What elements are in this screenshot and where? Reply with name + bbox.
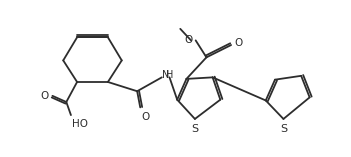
Text: S: S [191, 124, 198, 134]
Text: O: O [184, 35, 193, 45]
Text: HO: HO [72, 119, 88, 129]
Text: O: O [234, 38, 243, 49]
Text: S: S [280, 124, 287, 134]
Text: O: O [142, 112, 150, 122]
Text: O: O [40, 91, 48, 101]
Text: N: N [162, 70, 169, 80]
Text: H: H [166, 70, 173, 80]
